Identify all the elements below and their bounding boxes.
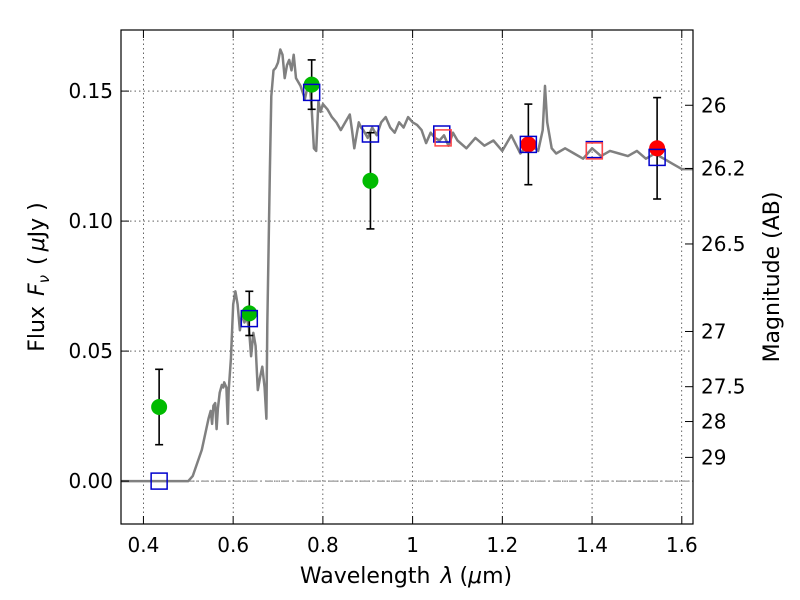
photometry-points: [150, 59, 666, 490]
x-tick-label: 1.6: [666, 533, 698, 557]
grid-lines: [121, 30, 693, 524]
x-tick-label: 1.4: [576, 533, 608, 557]
model-spectrum: [121, 48, 693, 483]
y-tick-label: 0.10: [68, 209, 113, 233]
model-point: [519, 135, 538, 154]
y-axis-label-unit-open: (: [25, 256, 50, 265]
y-tick-label: 0.00: [68, 469, 113, 493]
spectrum-line: [121, 48, 693, 483]
model-point: [434, 129, 452, 147]
data-point: [151, 399, 168, 415]
data-point: [520, 136, 537, 153]
y2-tick-label: 27: [701, 319, 726, 343]
y2-tick-label: 27.5: [701, 375, 746, 399]
model-point: [648, 148, 666, 167]
y-axis-label-unit-rest: Jy ): [25, 202, 50, 239]
x-tick-label: 0.6: [217, 533, 249, 557]
model-point: [150, 472, 168, 490]
model-point: [585, 142, 604, 160]
y-axis-label-unit-mu: μ: [25, 237, 50, 252]
y-axis-label-symbol: F: [25, 283, 50, 296]
y-tick-label: 0.05: [68, 339, 113, 363]
y2-axis-label: Magnitude (AB): [760, 192, 785, 363]
x-axis-label-symbol: λ: [439, 564, 453, 589]
y-axis-label: Flux Fν ( μJy ): [25, 202, 53, 351]
y2-tick-label: 29: [701, 445, 726, 469]
y2-tick-label: 26.2: [701, 156, 746, 180]
x-axis-label-text: Wavelength: [300, 564, 431, 589]
y-axis-label-subscript: ν: [35, 275, 53, 283]
x-axis-label-unit-rest: m): [482, 564, 512, 589]
y2-tick-label: 26: [701, 93, 726, 117]
model-point: [433, 125, 451, 143]
x-axis-label-unit-open: (: [459, 564, 468, 589]
data-point: [362, 172, 379, 189]
model-point: [361, 125, 380, 143]
data-point: [241, 305, 258, 322]
data-point: [649, 140, 666, 157]
x-axis-label-unit-mu: μ: [467, 564, 482, 589]
y-tick-label: 0.15: [68, 79, 113, 103]
x-tick-label: 0.4: [128, 533, 160, 557]
y2-tick-label: 28: [701, 410, 726, 434]
axis-ticks: 0.4 0.6 0.8 1 1.2 1.4 1.6 0.00 0.05 0.10 0.15 26 26.…: [68, 30, 746, 557]
x-tick-label: 0.8: [307, 533, 339, 557]
x-axis-label: Wavelength λ (μm): [300, 564, 512, 589]
x-tick-label: 1.2: [486, 533, 518, 557]
model-point: [240, 309, 259, 328]
model-point: [302, 83, 321, 102]
y2-tick-label: 26.5: [701, 232, 746, 256]
x-tick-label: 1: [406, 533, 419, 557]
plot-frame: [120, 29, 694, 525]
y-axis-label-text: Flux: [25, 306, 50, 352]
